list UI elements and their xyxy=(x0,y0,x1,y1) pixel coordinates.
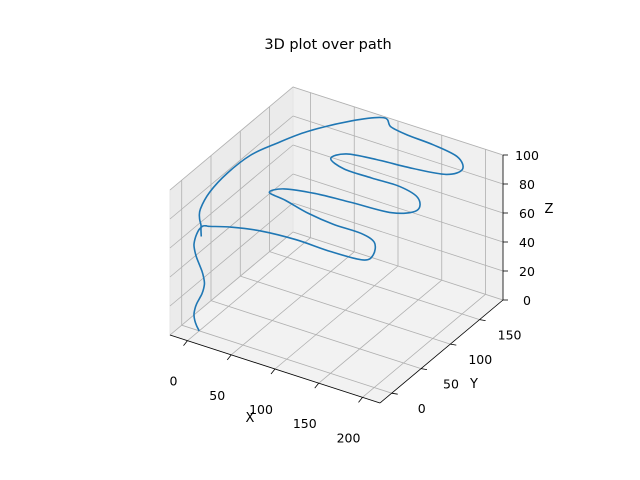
z-tick-label: 0 xyxy=(523,293,531,308)
y-tick-mark xyxy=(392,393,398,394)
y-tick-label: 100 xyxy=(468,352,492,367)
y-tick-label: 150 xyxy=(498,328,522,343)
y-tick-mark xyxy=(421,369,427,370)
x-tick-label: 0 xyxy=(170,374,178,389)
y-axis-label: Y xyxy=(469,377,478,392)
y-tick-mark xyxy=(480,320,486,321)
x-tick-mark xyxy=(271,369,275,374)
y-tick-label: 0 xyxy=(418,401,426,416)
z-tick-label: 20 xyxy=(519,264,535,279)
z-tick-label: 60 xyxy=(519,206,535,221)
x-tick-mark xyxy=(227,355,231,360)
x-tick-label: 150 xyxy=(293,416,317,431)
x-axis-label: X xyxy=(246,411,255,426)
z-tick-label: 80 xyxy=(519,177,535,192)
y-tick-mark xyxy=(450,344,456,345)
y-tick-label: 50 xyxy=(443,377,459,392)
x-tick-mark xyxy=(315,383,319,388)
z-tick-label: 40 xyxy=(519,235,535,250)
x-tick-mark xyxy=(359,397,363,402)
chart-title: 3D plot over path xyxy=(264,37,391,53)
axis-panes xyxy=(170,87,503,403)
x-tick-label: 50 xyxy=(209,388,225,403)
x-tick-mark xyxy=(184,341,188,346)
x-tick-label: 200 xyxy=(337,430,361,445)
z-tick-label: 100 xyxy=(515,148,539,163)
z-axis-label: Z xyxy=(545,202,554,217)
